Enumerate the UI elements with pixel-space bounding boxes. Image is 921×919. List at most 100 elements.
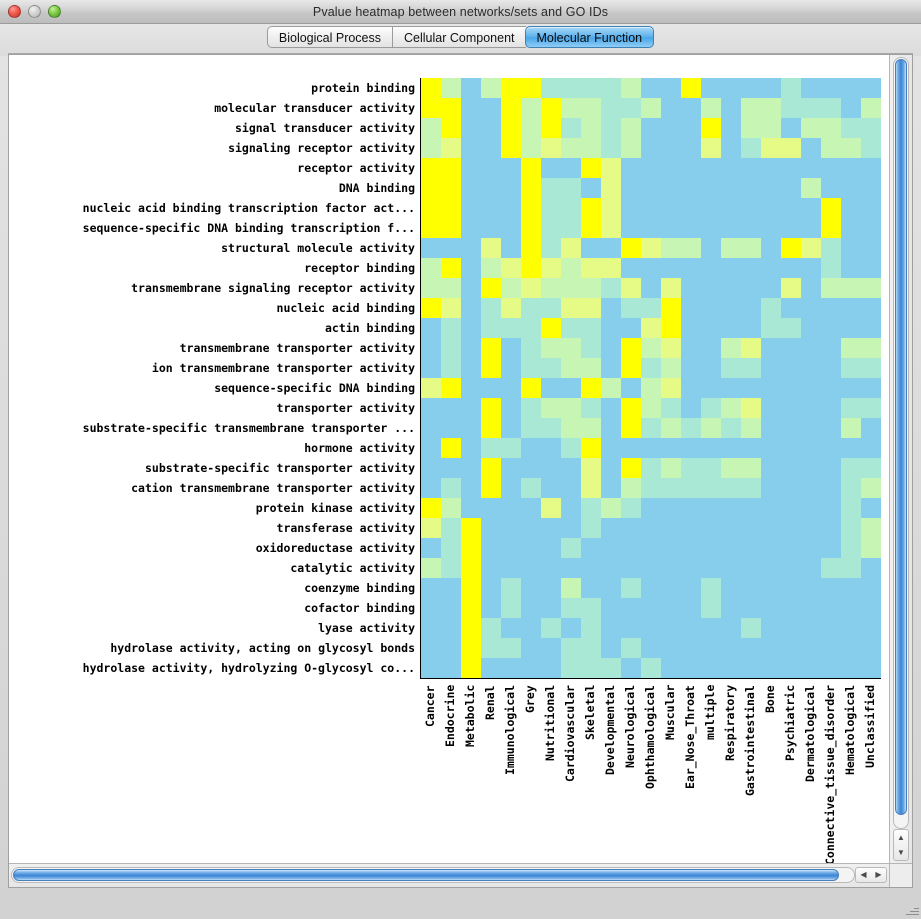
heatmap-cell[interactable] — [601, 258, 621, 278]
heatmap-cell[interactable] — [441, 418, 461, 438]
heatmap-cell[interactable] — [641, 458, 661, 478]
heatmap-cell[interactable] — [761, 398, 781, 418]
heatmap-cell[interactable] — [481, 158, 501, 178]
heatmap-cell[interactable] — [441, 178, 461, 198]
heatmap-cell[interactable] — [661, 618, 681, 638]
heatmap-cell[interactable] — [641, 598, 661, 618]
heatmap-cell[interactable] — [821, 178, 841, 198]
heatmap-cell[interactable] — [621, 138, 641, 158]
heatmap-cell[interactable] — [601, 638, 621, 658]
heatmap-cell[interactable] — [741, 518, 761, 538]
heatmap-cell[interactable] — [481, 78, 501, 98]
heatmap-cell[interactable] — [661, 258, 681, 278]
heatmap-cell[interactable] — [721, 458, 741, 478]
heatmap-cell[interactable] — [801, 338, 821, 358]
heatmap-cell[interactable] — [821, 238, 841, 258]
heatmap-cell[interactable] — [501, 78, 521, 98]
heatmap-cell[interactable] — [561, 518, 581, 538]
heatmap-cell[interactable] — [441, 198, 461, 218]
heatmap-cell[interactable] — [541, 598, 561, 618]
heatmap-cell[interactable] — [681, 278, 701, 298]
heatmap-cell[interactable] — [741, 178, 761, 198]
heatmap-cell[interactable] — [861, 138, 881, 158]
heatmap-cell[interactable] — [801, 278, 821, 298]
heatmap-cell[interactable] — [641, 198, 661, 218]
heatmap-cell[interactable] — [721, 198, 741, 218]
heatmap-cell[interactable] — [721, 538, 741, 558]
heatmap-cell[interactable] — [741, 478, 761, 498]
heatmap-cell[interactable] — [441, 478, 461, 498]
heatmap-cell[interactable] — [721, 598, 741, 618]
heatmap-cell[interactable] — [841, 598, 861, 618]
heatmap-cell[interactable] — [641, 158, 661, 178]
heatmap-cell[interactable] — [521, 158, 541, 178]
heatmap-cell[interactable] — [621, 318, 641, 338]
heatmap-cell[interactable] — [461, 358, 481, 378]
heatmap-cell[interactable] — [721, 558, 741, 578]
heatmap-cell[interactable] — [821, 538, 841, 558]
heatmap-cell[interactable] — [781, 658, 801, 678]
heatmap-cell[interactable] — [661, 598, 681, 618]
heatmap-cell[interactable] — [701, 78, 721, 98]
heatmap-cell[interactable] — [581, 658, 601, 678]
tab-molecular-function[interactable]: Molecular Function — [524, 26, 655, 48]
heatmap-cell[interactable] — [841, 518, 861, 538]
heatmap-cell[interactable] — [781, 378, 801, 398]
heatmap-cell[interactable] — [841, 378, 861, 398]
heatmap-cell[interactable] — [461, 98, 481, 118]
heatmap-cell[interactable] — [701, 618, 721, 638]
heatmap-cell[interactable] — [421, 318, 441, 338]
heatmap-cell[interactable] — [661, 518, 681, 538]
scroll-down-icon[interactable]: ▼ — [897, 847, 905, 857]
heatmap-cell[interactable] — [761, 318, 781, 338]
heatmap-cell[interactable] — [761, 278, 781, 298]
heatmap-cell[interactable] — [541, 98, 561, 118]
heatmap-cell[interactable] — [521, 658, 541, 678]
heatmap-cell[interactable] — [521, 178, 541, 198]
heatmap-cell[interactable] — [561, 478, 581, 498]
heatmap-cell[interactable] — [721, 338, 741, 358]
heatmap-cell[interactable] — [841, 278, 861, 298]
heatmap-cell[interactable] — [481, 118, 501, 138]
heatmap-cell[interactable] — [841, 538, 861, 558]
heatmap-cell[interactable] — [641, 418, 661, 438]
heatmap-cell[interactable] — [641, 558, 661, 578]
heatmap-cell[interactable] — [641, 578, 661, 598]
heatmap-cell[interactable] — [861, 418, 881, 438]
heatmap-cell[interactable] — [821, 398, 841, 418]
heatmap-cell[interactable] — [641, 438, 661, 458]
heatmap-cell[interactable] — [641, 658, 661, 678]
heatmap-cell[interactable] — [521, 498, 541, 518]
heatmap-cell[interactable] — [661, 458, 681, 478]
heatmap-cell[interactable] — [821, 98, 841, 118]
heatmap-cell[interactable] — [481, 218, 501, 238]
heatmap-cell[interactable] — [781, 438, 801, 458]
heatmap-cell[interactable] — [701, 298, 721, 318]
heatmap-cell[interactable] — [801, 138, 821, 158]
heatmap-cell[interactable] — [601, 598, 621, 618]
heatmap-cell[interactable] — [761, 598, 781, 618]
heatmap-cell[interactable] — [681, 298, 701, 318]
heatmap-cell[interactable] — [601, 578, 621, 598]
heatmap-cell[interactable] — [821, 358, 841, 378]
heatmap-cell[interactable] — [801, 618, 821, 638]
heatmap-cell[interactable] — [801, 318, 821, 338]
heatmap-cell[interactable] — [801, 358, 821, 378]
heatmap-cell[interactable] — [441, 438, 461, 458]
heatmap-cell[interactable] — [581, 358, 601, 378]
heatmap-cell[interactable] — [481, 398, 501, 418]
heatmap-cell[interactable] — [761, 78, 781, 98]
heatmap-cell[interactable] — [781, 478, 801, 498]
heatmap-cell[interactable] — [761, 438, 781, 458]
heatmap-cell[interactable] — [721, 158, 741, 178]
heatmap-cell[interactable] — [661, 238, 681, 258]
heatmap-cell[interactable] — [581, 478, 601, 498]
heatmap-cell[interactable] — [461, 398, 481, 418]
heatmap-cell[interactable] — [621, 158, 641, 178]
heatmap-cell[interactable] — [801, 638, 821, 658]
heatmap-cell[interactable] — [501, 618, 521, 638]
heatmap-cell[interactable] — [841, 118, 861, 138]
heatmap-cell[interactable] — [761, 458, 781, 478]
heatmap-cell[interactable] — [521, 478, 541, 498]
heatmap-cell[interactable] — [501, 118, 521, 138]
